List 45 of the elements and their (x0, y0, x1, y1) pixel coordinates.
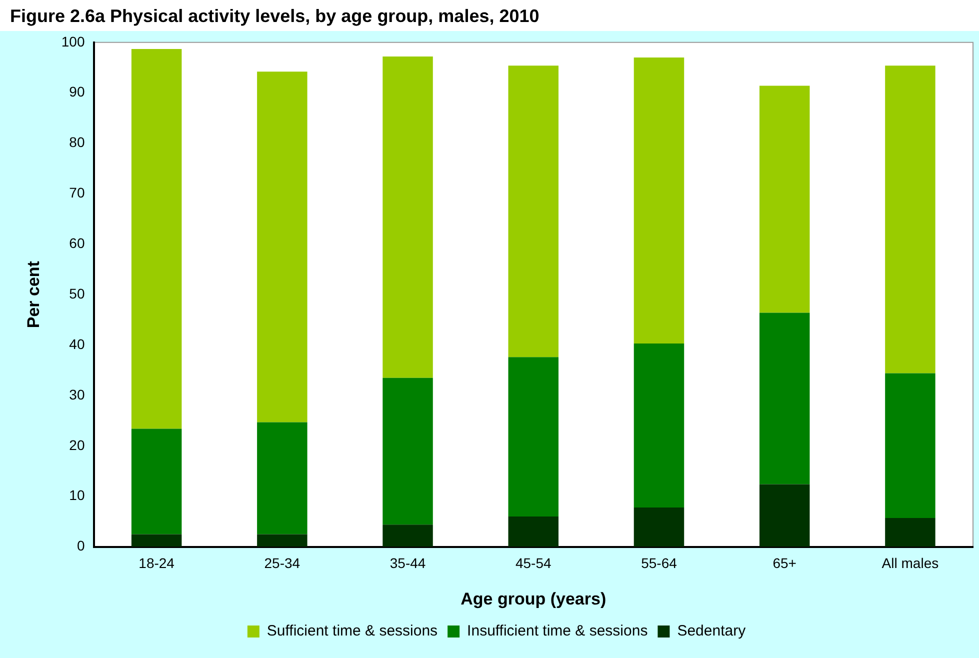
x-tick-label: 35-44 (390, 555, 426, 572)
bar (382, 378, 433, 525)
x-tick-label: 25-34 (264, 555, 300, 572)
x-tick-label: All males (882, 555, 939, 572)
y-tick-label: 70 (69, 184, 85, 201)
bar (885, 373, 936, 518)
bar (131, 48, 182, 429)
y-tick-label: 40 (69, 336, 85, 352)
bar (885, 518, 936, 547)
x-tick-label: 55-64 (641, 555, 678, 572)
bar (508, 516, 558, 547)
y-tick-label: 20 (69, 436, 85, 453)
bar (257, 422, 308, 534)
bar (634, 58, 684, 344)
y-tick-label: 50 (69, 285, 85, 302)
bar (759, 312, 810, 484)
x-tick-label: 65+ (772, 555, 796, 572)
y-tick-label: 0 (76, 538, 85, 554)
y-tick-label: 100 (61, 33, 85, 50)
y-tick-label: 10 (69, 487, 85, 504)
bar (634, 344, 684, 508)
bar (257, 534, 308, 547)
bar (759, 86, 810, 313)
bar (508, 357, 558, 517)
x-tick-label: 18-24 (138, 555, 175, 572)
bar (382, 56, 433, 378)
bar (382, 524, 433, 547)
x-axis-title: Age group (years) (460, 589, 606, 608)
y-tick-label: 30 (69, 386, 85, 402)
y-tick-label: 60 (69, 235, 85, 252)
bar (257, 72, 308, 422)
bar (885, 66, 936, 374)
bar (508, 66, 558, 358)
x-tick-label: 45-54 (515, 555, 552, 572)
y-tick-label: 90 (69, 84, 85, 100)
y-axis-title: Per cent (24, 260, 43, 328)
legend-label: Sedentary (677, 622, 746, 640)
legend-label: Sufficient time & sessions (266, 622, 438, 640)
bar (759, 484, 810, 547)
bar (131, 428, 182, 534)
chart-title: Figure 2.6a Physical activity levels, by age group, males, 2010 (0, 0, 979, 31)
legend-label: Insufficient time & sessions (467, 622, 648, 640)
y-tick-label: 80 (69, 134, 85, 150)
bar (131, 534, 182, 547)
bar (634, 507, 684, 547)
